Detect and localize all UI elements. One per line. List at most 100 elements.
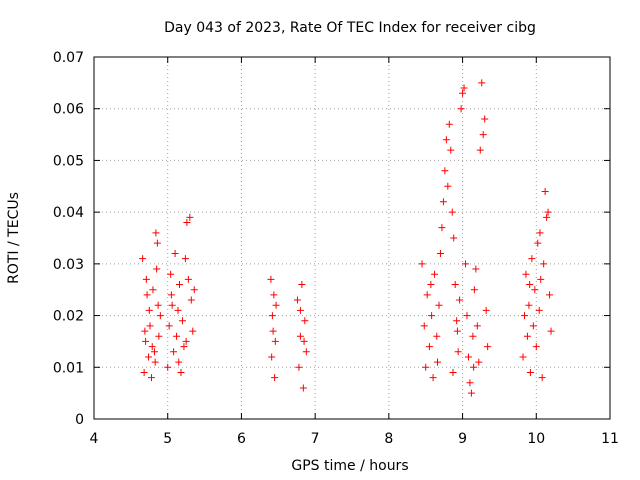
- data-point: [183, 218, 191, 226]
- data-point: [152, 229, 160, 237]
- data-point: [547, 327, 555, 335]
- data-point: [147, 374, 155, 382]
- data-point: [439, 198, 447, 206]
- data-point: [546, 291, 554, 299]
- data-point: [444, 182, 452, 190]
- data-point: [466, 379, 474, 387]
- data-point: [425, 343, 433, 351]
- data-point: [145, 306, 153, 314]
- data-point: [462, 260, 470, 268]
- data-point: [536, 229, 544, 237]
- data-point: [544, 208, 552, 216]
- data-point: [470, 286, 478, 294]
- data-point: [165, 322, 173, 330]
- y-tick-label: 0.02: [53, 309, 84, 325]
- x-tick-label: 6: [237, 431, 246, 447]
- data-point: [293, 296, 301, 304]
- data-point: [139, 255, 147, 263]
- data-point: [456, 296, 464, 304]
- data-point: [427, 281, 435, 289]
- data-point: [428, 312, 436, 320]
- data-point: [470, 363, 478, 371]
- data-point: [296, 306, 304, 314]
- data-point: [170, 348, 178, 356]
- data-point: [473, 322, 481, 330]
- data-point: [143, 291, 151, 299]
- y-tick-label: 0.03: [53, 257, 84, 273]
- data-point: [153, 239, 161, 247]
- data-point: [155, 332, 163, 340]
- data-points: [139, 79, 555, 397]
- data-point: [538, 374, 546, 382]
- data-point: [441, 167, 449, 175]
- data-point: [420, 322, 428, 330]
- data-point: [531, 286, 539, 294]
- data-point: [178, 317, 186, 325]
- data-point: [459, 89, 467, 97]
- data-point: [164, 363, 172, 371]
- data-point: [463, 312, 471, 320]
- data-point: [146, 322, 154, 330]
- data-point: [295, 363, 303, 371]
- data-point: [519, 353, 527, 361]
- data-point: [481, 115, 489, 123]
- data-point: [182, 337, 190, 345]
- data-point: [300, 337, 308, 345]
- data-point: [168, 301, 176, 309]
- data-point: [272, 301, 280, 309]
- data-point: [298, 281, 306, 289]
- chart-title: Day 043 of 2023, Rate Of TEC Index for r…: [164, 20, 536, 36]
- data-point: [175, 358, 183, 366]
- data-point: [482, 306, 490, 314]
- x-tick-label: 8: [384, 431, 393, 447]
- data-point: [479, 131, 487, 139]
- data-point: [431, 270, 439, 278]
- data-point: [448, 208, 456, 216]
- data-point: [476, 146, 484, 154]
- data-point: [484, 343, 492, 351]
- data-point: [467, 389, 475, 397]
- data-point: [534, 239, 542, 247]
- data-point: [453, 327, 461, 335]
- data-point: [434, 358, 442, 366]
- y-tick-label: 0.01: [53, 360, 84, 376]
- data-point: [269, 327, 277, 335]
- data-point: [522, 270, 530, 278]
- data-point: [187, 296, 195, 304]
- data-point: [422, 363, 430, 371]
- data-point: [151, 358, 159, 366]
- x-tick-label: 7: [311, 431, 320, 447]
- data-point: [464, 353, 472, 361]
- y-axis-label: ROTI / TECUs: [6, 192, 22, 284]
- data-point: [268, 312, 276, 320]
- data-point: [190, 286, 198, 294]
- data-point: [435, 301, 443, 309]
- data-point: [177, 368, 185, 376]
- grid-lines: [94, 57, 610, 419]
- data-point: [186, 213, 194, 221]
- y-tick-label: 0.07: [53, 50, 84, 66]
- data-point: [469, 332, 477, 340]
- data-point: [535, 306, 543, 314]
- y-tick-label: 0.06: [53, 102, 84, 118]
- data-point: [140, 368, 148, 376]
- data-point: [475, 358, 483, 366]
- plot-area-frame: [93, 56, 611, 420]
- data-point: [523, 332, 531, 340]
- data-point: [296, 332, 304, 340]
- data-point: [167, 270, 175, 278]
- data-point: [526, 281, 534, 289]
- data-point: [453, 317, 461, 325]
- data-point: [176, 281, 184, 289]
- data-point: [167, 291, 175, 299]
- data-point: [267, 275, 275, 283]
- data-point: [189, 327, 197, 335]
- data-point: [301, 317, 309, 325]
- data-point: [271, 337, 279, 345]
- data-point: [537, 275, 545, 283]
- data-point: [145, 353, 153, 361]
- data-point: [154, 301, 162, 309]
- x-axis-label: GPS time / hours: [291, 458, 408, 474]
- y-tick-label: 0: [75, 412, 84, 428]
